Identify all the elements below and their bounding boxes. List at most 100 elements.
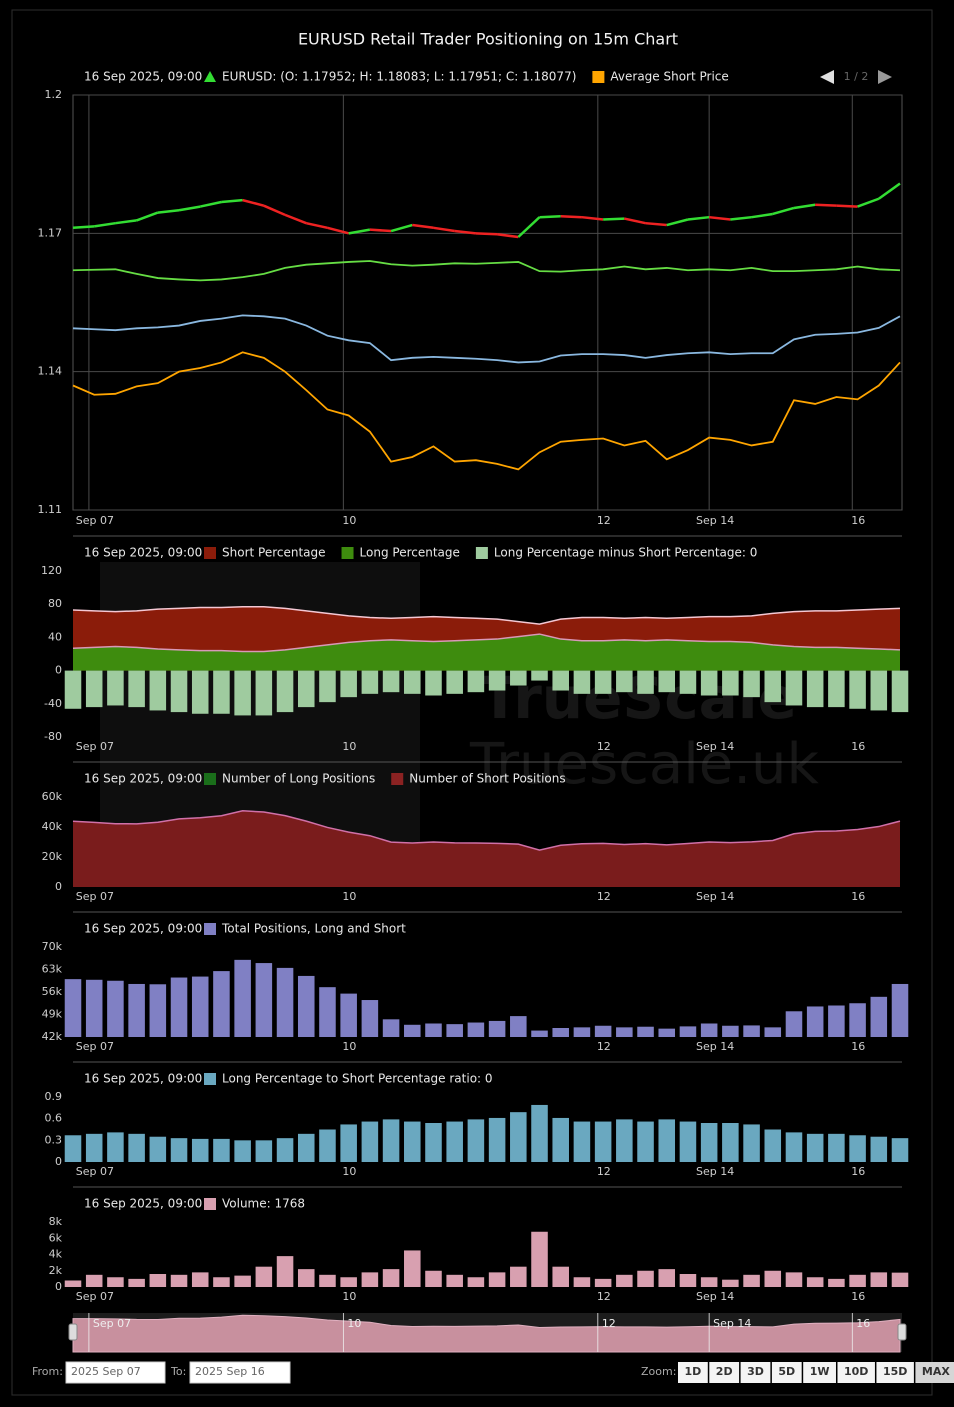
- zoom-button-label[interactable]: MAX: [922, 1365, 950, 1378]
- x-tick-label: Sep 07: [76, 514, 114, 527]
- y-tick-label: 8k: [49, 1215, 63, 1228]
- bar: [213, 670, 230, 714]
- x-tick-label: Sep 07: [76, 740, 114, 753]
- line: [72, 314, 901, 364]
- bar: [467, 1277, 485, 1287]
- zoom-button-label[interactable]: 10D: [844, 1365, 868, 1378]
- bar: [340, 670, 357, 698]
- bar: [488, 1020, 506, 1037]
- bar: [722, 670, 739, 696]
- legend-marker: [204, 773, 216, 785]
- zoom-button[interactable]: [803, 1362, 836, 1383]
- zoom-button-label[interactable]: 3D: [747, 1365, 764, 1378]
- x-tick-label: 10: [342, 1290, 356, 1303]
- price-segment: [327, 226, 349, 235]
- bar: [255, 1266, 273, 1287]
- legend-timestamp: 16 Sep 2025, 09:00: [84, 546, 202, 560]
- pager-next[interactable]: [878, 70, 892, 84]
- y-tick-label: 0: [55, 880, 62, 893]
- navigator-handle[interactable]: [897, 1323, 907, 1341]
- zoom-label: Zoom:: [641, 1365, 676, 1378]
- price-segment: [772, 206, 795, 216]
- zoom-button[interactable]: [740, 1362, 771, 1383]
- bar: [276, 967, 294, 1037]
- price-segment: [730, 215, 752, 221]
- pager-label: 1 / 2: [844, 70, 869, 83]
- pager-prev[interactable]: [820, 70, 834, 84]
- legend-marker: [341, 547, 354, 559]
- y-tick-label: 1.11: [38, 503, 63, 516]
- from-input[interactable]: [65, 1361, 166, 1384]
- bar: [573, 1277, 591, 1287]
- from-value: 2025 Sep 07: [71, 1365, 141, 1378]
- zoom-button-label[interactable]: 15D: [883, 1365, 907, 1378]
- legend-label: Long Percentage minus Short Percentage: …: [494, 546, 758, 560]
- legend-label: Volume: 1768: [222, 1197, 305, 1211]
- bar: [785, 1132, 803, 1162]
- bar: [743, 1124, 760, 1162]
- bar: [552, 1117, 569, 1162]
- zoom-button-label[interactable]: 1D: [685, 1365, 702, 1378]
- bar: [510, 1266, 527, 1287]
- bar: [149, 1274, 167, 1287]
- bar: [446, 1024, 463, 1037]
- price-segment: [517, 216, 541, 238]
- bar: [425, 1270, 442, 1287]
- bar: [488, 1117, 506, 1162]
- navigator-label: Sep 14: [713, 1317, 751, 1330]
- zoom-button-label[interactable]: 1W: [810, 1365, 830, 1378]
- navigator-handle[interactable]: [68, 1323, 78, 1341]
- bar: [234, 959, 251, 1037]
- legend-label: Number of Long Positions: [222, 772, 375, 786]
- bar: [64, 1280, 82, 1287]
- zoom-button-label[interactable]: 5D: [778, 1365, 795, 1378]
- price-segment: [199, 200, 222, 208]
- bar: [828, 670, 845, 708]
- price-segment: [666, 218, 689, 227]
- zoom-button[interactable]: [771, 1362, 802, 1383]
- bar: [404, 1250, 421, 1287]
- bar: [128, 1278, 145, 1287]
- legend-marker: [204, 71, 216, 82]
- bar: [297, 1133, 315, 1162]
- bar: [213, 971, 230, 1037]
- to-input[interactable]: [189, 1361, 291, 1384]
- zoom-button[interactable]: [915, 1362, 954, 1383]
- x-tick-label: Sep 14: [696, 514, 734, 527]
- bar: [234, 1275, 251, 1287]
- zoom-button[interactable]: [678, 1362, 708, 1383]
- price-segment: [157, 209, 180, 214]
- price-segment: [284, 213, 307, 225]
- y-tick-label: 80: [48, 597, 62, 610]
- bar: [594, 1121, 612, 1162]
- y-tick-label: 0.3: [45, 1133, 63, 1146]
- price-segment: [369, 228, 392, 233]
- bar: [552, 1028, 569, 1037]
- legend-marker: [204, 1198, 216, 1210]
- bar: [191, 1272, 209, 1287]
- bar: [382, 670, 400, 693]
- price-segment: [496, 233, 519, 239]
- zoom-button[interactable]: [837, 1362, 875, 1383]
- bar: [64, 670, 82, 709]
- price-segment: [560, 215, 582, 219]
- legend-label: Number of Short Positions: [409, 772, 565, 786]
- bar: [616, 1027, 633, 1037]
- price-segment: [793, 203, 816, 210]
- price-segment: [348, 228, 371, 235]
- x-tick-label: Sep 14: [696, 1040, 734, 1053]
- bar: [510, 1016, 527, 1037]
- y-tick-label: 63k: [42, 963, 63, 976]
- bar: [785, 1272, 803, 1287]
- price-segment: [390, 223, 413, 233]
- zoom-button[interactable]: [876, 1362, 914, 1383]
- bar: [234, 1140, 251, 1162]
- legend-label: Long Percentage to Short Percentage rati…: [222, 1072, 493, 1086]
- legend-timestamp: 16 Sep 2025, 09:00: [84, 70, 202, 84]
- bar: [658, 1269, 676, 1287]
- price-segment: [454, 229, 477, 235]
- zoom-button[interactable]: [709, 1362, 740, 1383]
- zoom-button-label[interactable]: 2D: [716, 1365, 733, 1378]
- legend-marker: [204, 1073, 216, 1085]
